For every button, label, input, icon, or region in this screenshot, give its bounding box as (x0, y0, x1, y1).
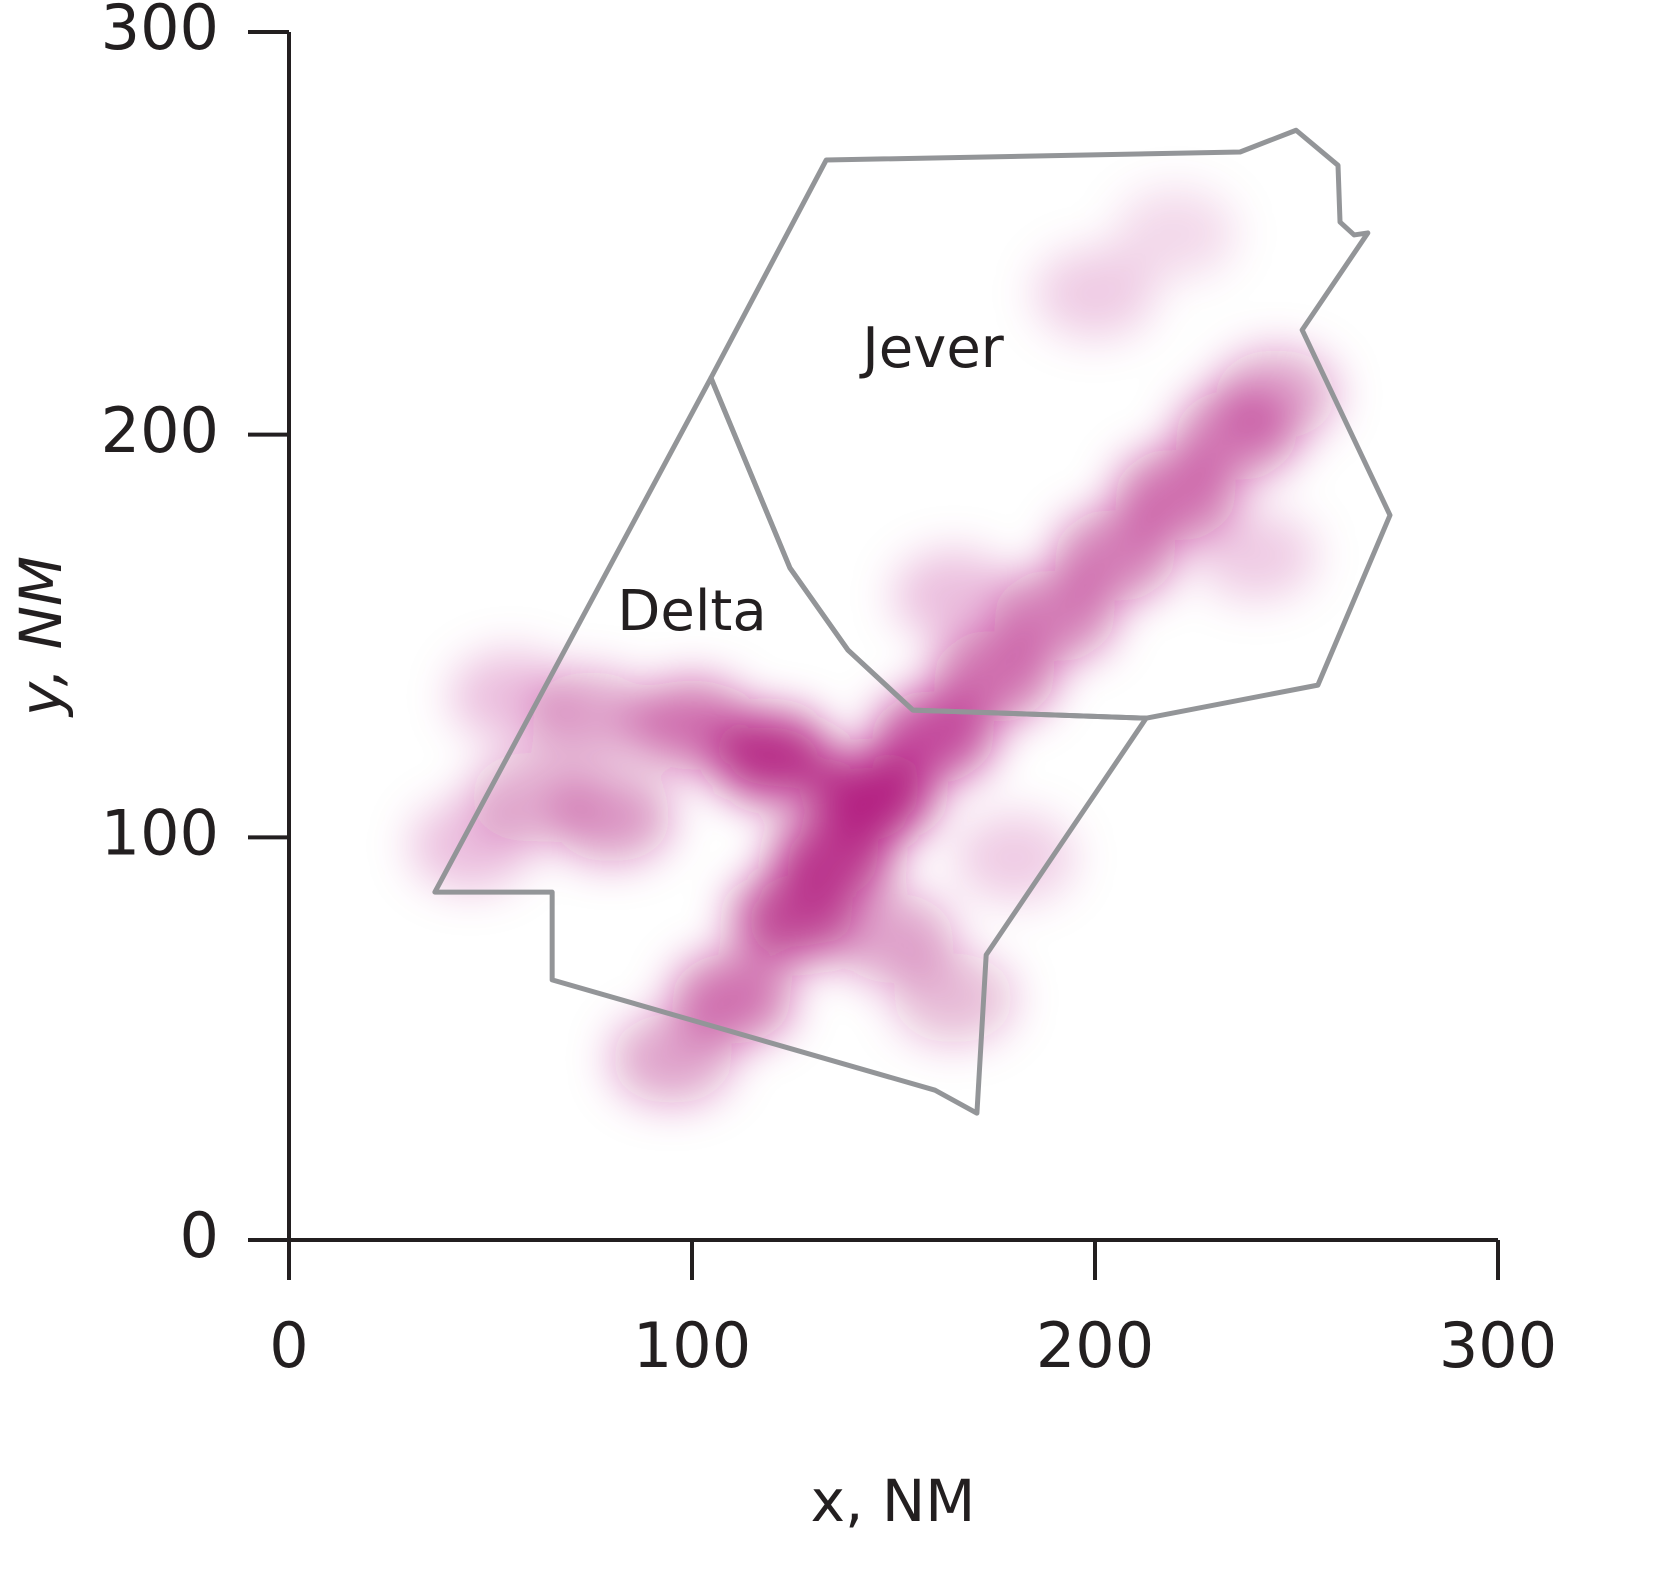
x-tick-label: 0 (269, 1309, 308, 1382)
y-tick-label: 100 (101, 796, 219, 869)
density-blob (1196, 510, 1317, 601)
density-blob (632, 679, 752, 770)
density-blob (1035, 248, 1155, 339)
sector-boundary (708, 127, 1393, 721)
density-blob (410, 800, 531, 891)
sector-label: Jever (859, 316, 1005, 381)
density-layer (410, 188, 1337, 1104)
density-blob (1216, 349, 1337, 440)
sector-label: Delta (617, 579, 766, 644)
x-tick-label: 200 (1036, 1309, 1154, 1382)
density-blob (954, 812, 1075, 903)
x-axis-label: x, NM (811, 1467, 976, 1535)
density-blob (551, 772, 672, 863)
density-blob (450, 651, 571, 742)
y-axis-label: y, NM (7, 556, 75, 718)
y-tick-label: 200 (101, 394, 219, 467)
density-blob (893, 953, 1014, 1044)
x-tick-label: 100 (633, 1309, 751, 1382)
density-blob (893, 550, 1014, 641)
density-blob (1115, 188, 1236, 279)
x-tick-label: 300 (1439, 1309, 1557, 1382)
y-tick-label: 0 (180, 1199, 219, 1272)
y-tick-label: 300 (101, 0, 219, 64)
